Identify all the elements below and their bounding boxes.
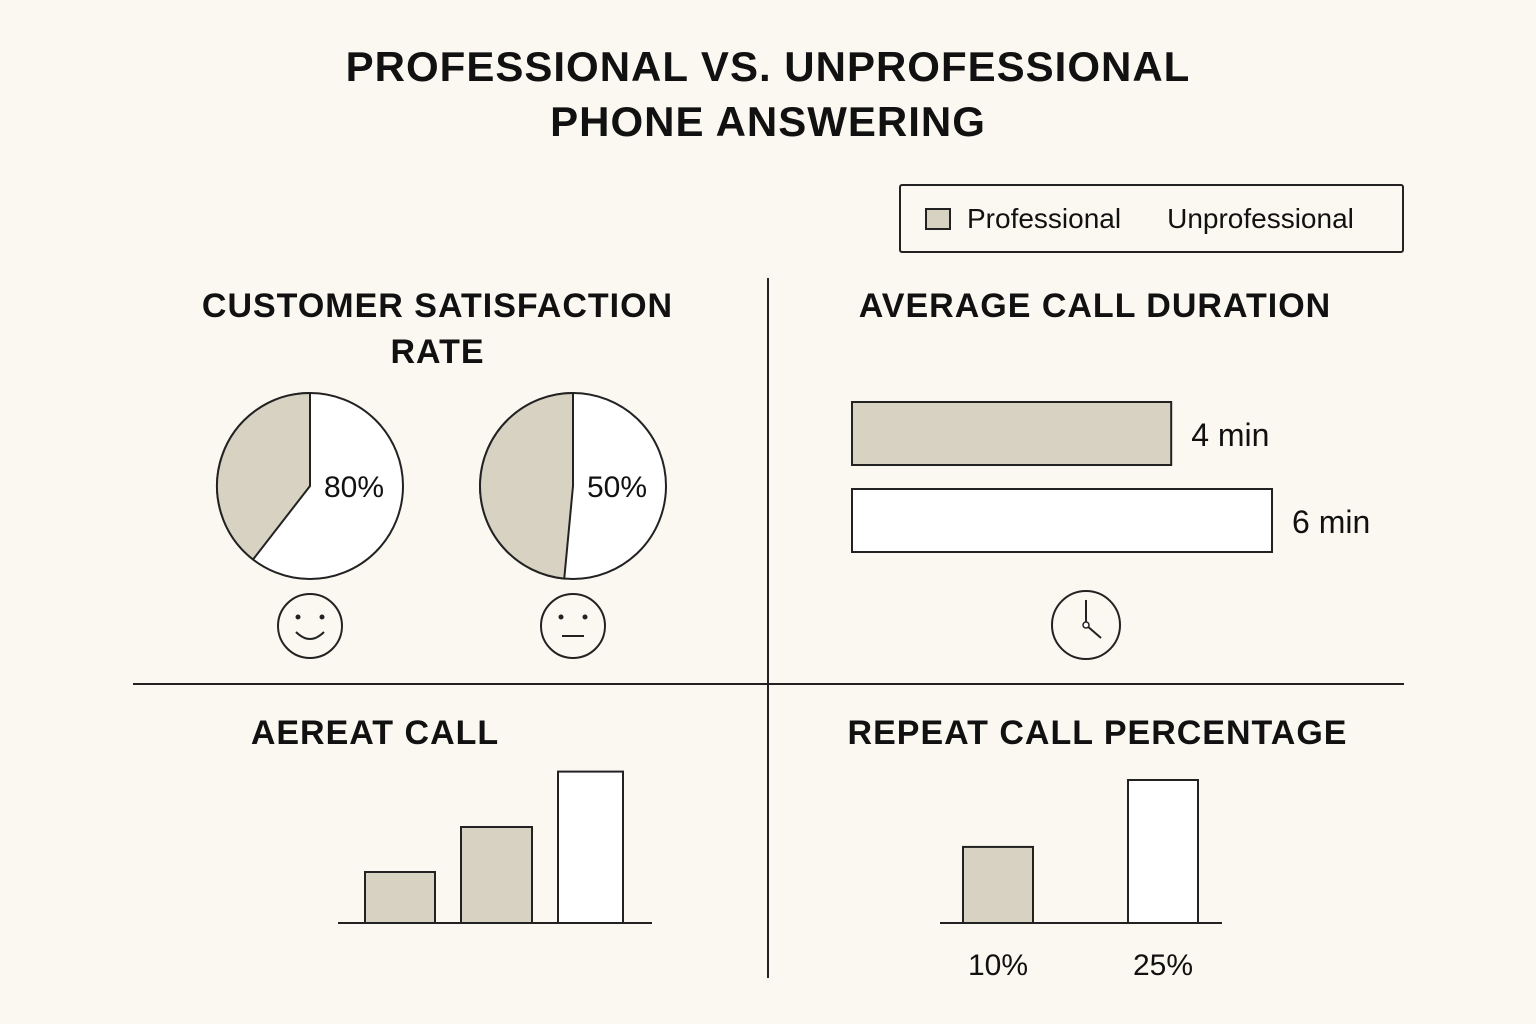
aereat-bar-1 [364, 871, 436, 924]
repeat-tick-label-1: 10% [968, 949, 1028, 982]
pie-2-label: 50% [587, 471, 647, 504]
aereat-bar-3 [557, 770, 624, 924]
legend: Professional Unprofessional [899, 184, 1404, 253]
average-call-duration-title: AVERAGE CALL DURATION [858, 287, 1332, 325]
neutral-face-icon [540, 593, 606, 659]
clock-icon [1051, 590, 1121, 660]
repeat-bar-unprofessional [1127, 779, 1199, 924]
aereat-call-title: AEREAT CALL [250, 714, 500, 752]
customer-satisfaction-title: CUSTOMER SATISFACTION RATE [201, 287, 674, 371]
repeat-call-percentage-title: REPEAT CALL PERCENTAGE [847, 714, 1348, 752]
duration-label-professional: 4 min [1191, 417, 1269, 453]
pie-1-label: 80% [324, 471, 384, 504]
duration-label-unprofessional: 6 min [1292, 504, 1370, 540]
repeat-bar-professional [962, 845, 1034, 925]
repeat-tick-label-2: 25% [1133, 949, 1193, 982]
legend-label-unprofessional: Unprofessional [1167, 202, 1354, 234]
page-title-line-2: PHONE ANSWERING [550, 98, 986, 145]
duration-bar-professional [851, 401, 1173, 466]
pie-1-slice [216, 391, 311, 561]
legend-swatch-professional [925, 207, 951, 230]
smiley-face-icon [277, 593, 343, 659]
pie-2-slice [479, 391, 574, 580]
duration-bar-unprofessional [851, 488, 1273, 553]
page-title-line-1: PROFESSIONAL VS. UNPROFESSIONAL [345, 43, 1191, 90]
legend-label-professional: Professional [967, 202, 1122, 234]
aereat-bar-2 [460, 826, 533, 924]
